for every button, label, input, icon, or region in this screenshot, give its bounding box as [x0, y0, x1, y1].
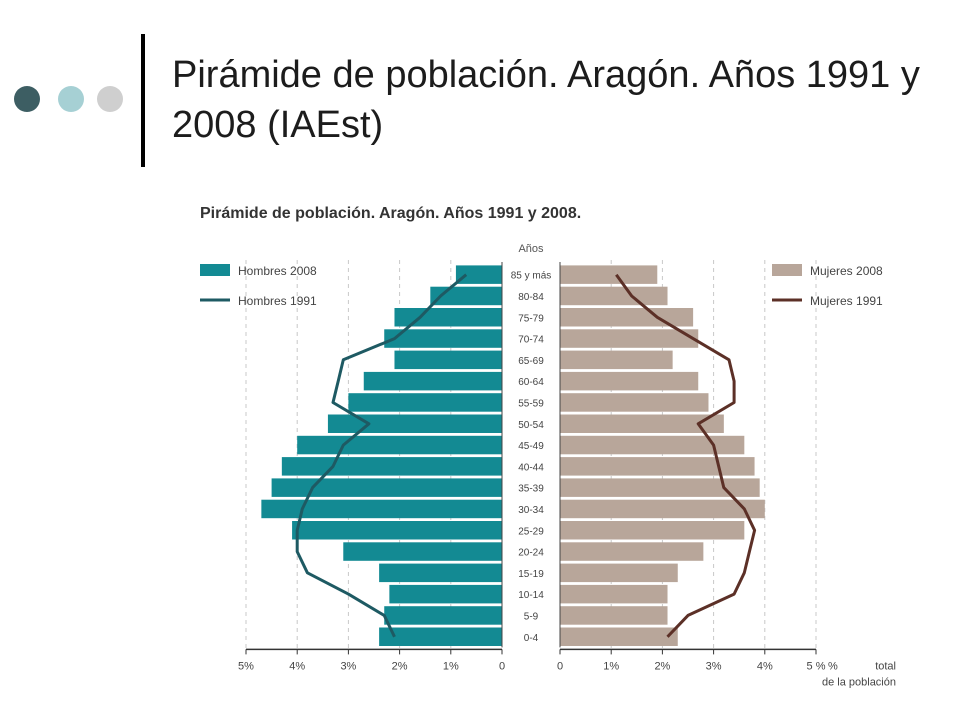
- age-group-label: 85 y más: [511, 271, 552, 282]
- legend-label-hombres-1991: Hombres 1991: [238, 294, 317, 308]
- age-group-label: 50-54: [518, 420, 544, 431]
- bar-hombres-2008: [384, 329, 502, 348]
- bar-hombres-2008: [394, 350, 502, 370]
- age-group-label: 45-49: [518, 441, 544, 452]
- legend-label-mujeres-1991: Mujeres 1991: [810, 294, 883, 308]
- x-tick-label-left: 2%: [392, 660, 408, 672]
- age-group-label: 70-74: [518, 335, 544, 346]
- bar-mujeres-2008: [560, 393, 709, 412]
- bar-mujeres-2008: [560, 371, 699, 391]
- bar-hombres-2008: [281, 457, 502, 476]
- age-group-label: 40-44: [518, 462, 544, 473]
- age-group-label: 55-59: [518, 398, 544, 409]
- bar-mujeres-2008: [560, 457, 755, 476]
- age-group-label: 75-79: [518, 313, 544, 324]
- age-group-label: 0-4: [524, 633, 539, 644]
- categories-axis-label: Años: [518, 243, 544, 255]
- bar-mujeres-2008: [560, 542, 704, 561]
- age-group-label: 30-34: [518, 505, 544, 516]
- bar-mujeres-2008: [560, 350, 673, 370]
- bar-mujeres-2008: [560, 584, 668, 604]
- bar-hombres-2008: [379, 627, 502, 646]
- age-group-label: 25-29: [518, 526, 544, 537]
- bar-hombres-2008: [327, 414, 502, 433]
- population-pyramid-chart: Pirámide de población. Aragón. Años 1991…: [168, 184, 902, 716]
- x-tick-label-left: 5%: [238, 660, 254, 672]
- bar-mujeres-2008: [560, 606, 668, 625]
- chart-svg: Pirámide de población. Aragón. Años 1991…: [200, 205, 896, 688]
- bar-hombres-2008: [394, 308, 502, 327]
- x-axis-label-line1: total: [875, 660, 896, 672]
- x-tick-label-right: 1%: [603, 660, 619, 672]
- x-axis-label-percent: %: [828, 660, 838, 672]
- bar-mujeres-2008: [560, 521, 745, 540]
- bar-mujeres-2008: [560, 563, 678, 583]
- dot-light: [58, 86, 84, 112]
- bar-hombres-2008: [292, 521, 502, 540]
- line-mujeres-1991: [615, 273, 757, 638]
- bar-mujeres-2008: [560, 265, 658, 284]
- chart-title: Pirámide de población. Aragón. Años 1991…: [200, 205, 581, 222]
- bar-hombres-2008: [348, 393, 502, 412]
- x-axis-label-line2: de la población: [822, 676, 896, 688]
- bar-hombres-2008: [297, 435, 502, 455]
- bar-hombres-2008: [379, 563, 502, 583]
- legend-swatch-hombres-2008: [200, 264, 230, 276]
- bar-mujeres-2008: [560, 329, 699, 348]
- bar-hombres-2008: [343, 542, 502, 561]
- x-tick-label-right: 2%: [654, 660, 670, 672]
- title-divider: [141, 34, 145, 167]
- bar-hombres-2008: [389, 584, 502, 604]
- bar-mujeres-2008: [560, 286, 668, 306]
- age-group-label: 65-69: [518, 356, 544, 367]
- bar-hombres-2008: [271, 478, 502, 497]
- legend-swatch-mujeres-2008: [772, 264, 802, 276]
- dot-grey: [97, 86, 123, 112]
- age-group-label: 10-14: [518, 590, 544, 601]
- legend-label-hombres-2008: Hombres 2008: [238, 264, 317, 278]
- age-group-label: 60-64: [518, 377, 544, 388]
- line-hombres-1991: [295, 273, 468, 638]
- bar-mujeres-2008: [560, 627, 678, 646]
- bar-hombres-2008: [261, 499, 502, 519]
- bar-mujeres-2008: [560, 478, 760, 497]
- x-tick-label-left: 1%: [443, 660, 459, 672]
- x-tick-label-left: 4%: [289, 660, 305, 672]
- bar-mujeres-2008: [560, 308, 694, 327]
- age-group-label: 80-84: [518, 292, 544, 303]
- bar-hombres-2008: [455, 265, 502, 284]
- slide-title: Pirámide de población. Aragón. Años 1991…: [172, 54, 920, 146]
- x-tick-label-left: 0: [499, 660, 505, 672]
- bar-mujeres-2008: [560, 414, 724, 433]
- age-group-label: 35-39: [518, 484, 544, 495]
- x-tick-label-right: 3%: [706, 660, 722, 672]
- bar-mujeres-2008: [560, 435, 745, 455]
- dot-dark: [14, 86, 40, 112]
- x-tick-label-right: 4%: [757, 660, 773, 672]
- age-group-label: 20-24: [518, 548, 544, 559]
- x-tick-label-right: 0: [557, 660, 563, 672]
- age-group-label: 15-19: [518, 569, 544, 580]
- bar-mujeres-2008: [560, 499, 765, 519]
- legend-label-mujeres-2008: Mujeres 2008: [810, 264, 883, 278]
- x-tick-label-right: 5 %: [807, 660, 826, 672]
- bar-hombres-2008: [363, 371, 502, 391]
- bar-hombres-2008: [384, 606, 502, 625]
- age-group-label: 5-9: [524, 611, 539, 622]
- x-tick-label-left: 3%: [340, 660, 356, 672]
